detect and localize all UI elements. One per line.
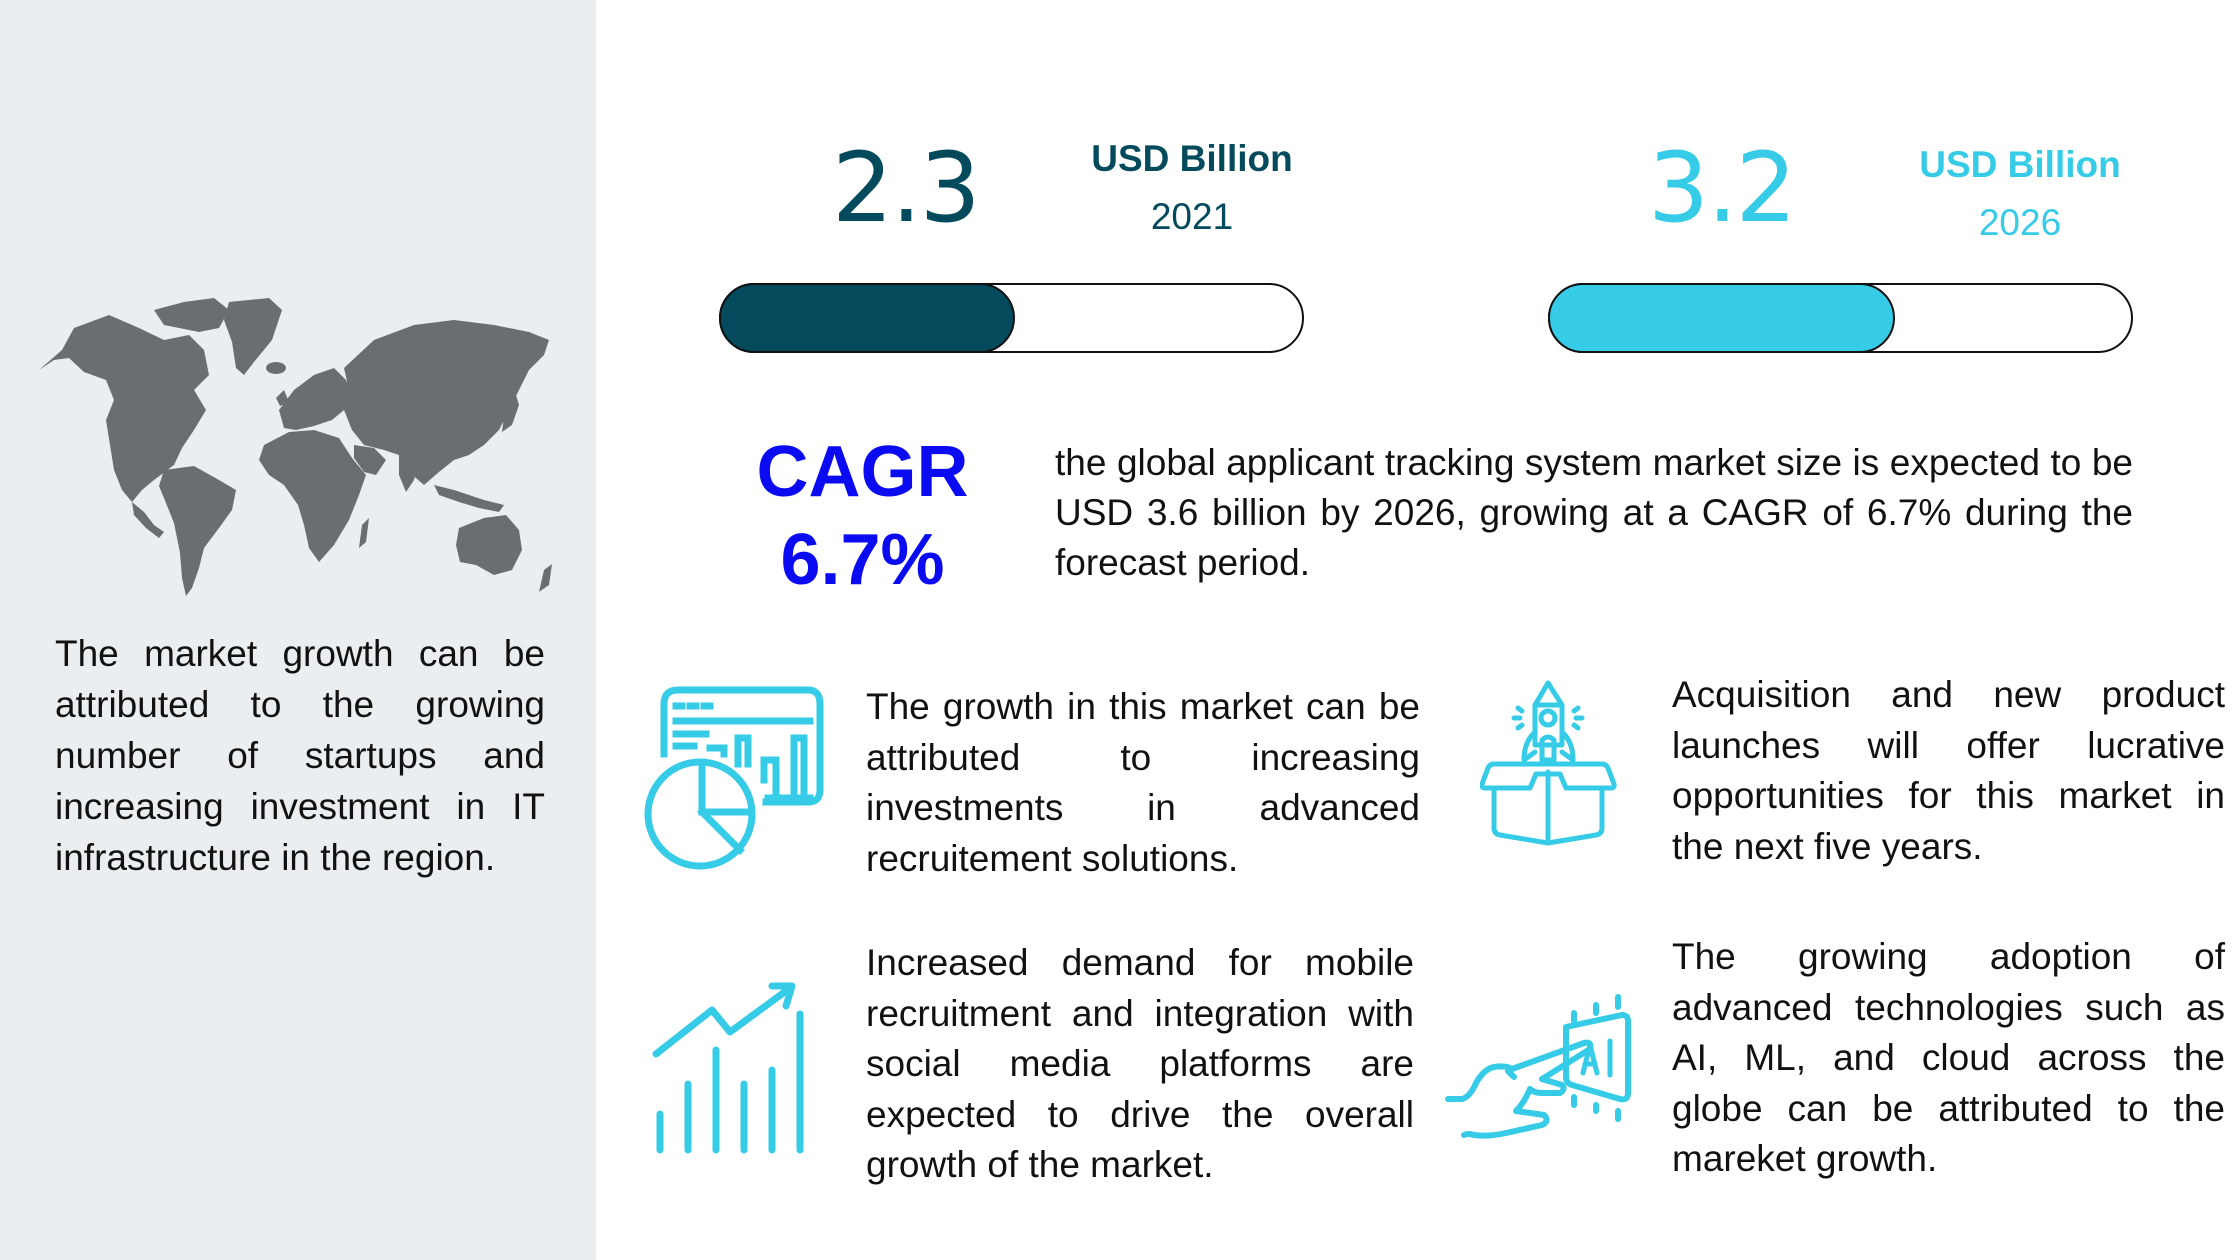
dashboard-chart-icon (636, 684, 824, 870)
metric-2021-value: 2.3 (832, 132, 981, 244)
cagr-highlight: CAGR 6.7% (740, 428, 985, 604)
metric-2026-year: 2026 (1978, 202, 2062, 243)
insight-text-2: Acquisition and new product launches wil… (1672, 674, 2225, 867)
ai-touch-icon (1444, 993, 1634, 1141)
cagr-value: 6.7% (780, 520, 945, 600)
progress-bar-2021 (719, 283, 1304, 353)
rocket-box-icon (1480, 680, 1620, 846)
growth-chart-icon (650, 978, 806, 1156)
insight-text-4: The growing adoption of advanced technol… (1672, 936, 2225, 1179)
world-map-icon (14, 280, 586, 596)
progress-bar-2026 (1548, 283, 2133, 353)
metric-2021-unit: USD Billion (1091, 138, 1293, 179)
progress-fill-2021 (719, 283, 1015, 353)
metric-2026-value: 3.2 (1648, 132, 1797, 244)
cagr-summary: the global applicant tracking system mar… (1055, 442, 2133, 583)
left-panel: The market growth can be attributed to t… (0, 0, 596, 1260)
left-panel-description: The market growth can be attributed to t… (55, 633, 545, 878)
cagr-label: CAGR (756, 432, 969, 512)
insight-text-1: The growth in this market can be attribu… (866, 686, 1420, 879)
metric-2026-unit: USD Billion (1919, 144, 2121, 185)
metric-2021-year: 2021 (1150, 196, 1234, 237)
insight-text-3: Increased demand for mobile recruitment … (866, 942, 1414, 1185)
progress-fill-2026 (1548, 283, 1895, 353)
